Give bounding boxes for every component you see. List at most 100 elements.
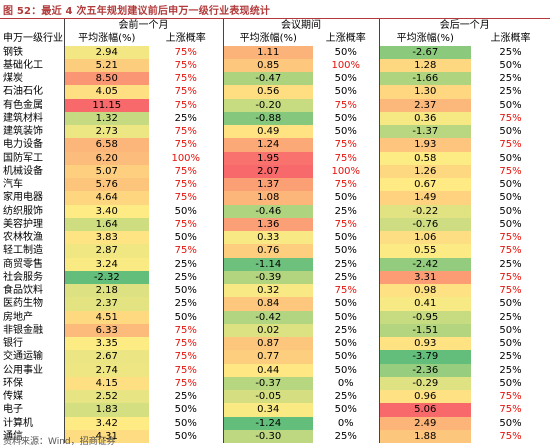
industry-name-cell: 医药生物 bbox=[3, 298, 43, 310]
column-header-row: 申万一级行业 平均涨幅(%) 上涨概率 平均涨幅(%) 上涨概率 平均涨幅(%)… bbox=[0, 32, 550, 46]
prob-during-cell: 25% bbox=[334, 258, 357, 270]
avg-before-cell: -2.32 bbox=[63, 270, 149, 284]
avg-before-cell: 2.73 bbox=[63, 125, 149, 139]
prob-after-cell: 75% bbox=[499, 112, 522, 124]
prob-during-cell: 75% bbox=[334, 179, 357, 191]
avg-during-cell: 0.77 bbox=[222, 350, 313, 364]
table-row: 社会服务 -2.32 25% -0.39 25% 3.31 75% bbox=[0, 270, 550, 284]
industry-name-cell: 电子 bbox=[3, 404, 23, 416]
prob-after-cell: 25% bbox=[499, 258, 522, 270]
industry-name-cell: 房地产 bbox=[3, 311, 33, 323]
avg-during-cell: 0.34 bbox=[222, 403, 313, 417]
table-row: 通信 4.31 50% -0.30 25% 1.88 75% bbox=[0, 429, 550, 443]
prob-before-cell: 75% bbox=[174, 46, 197, 58]
prob-during-cell: 50% bbox=[334, 311, 357, 323]
prob-before-cell: 100% bbox=[171, 152, 201, 164]
prob-during-cell: 50% bbox=[334, 351, 357, 363]
prob-during-cell: 75% bbox=[334, 99, 357, 111]
prob-during-cell: 50% bbox=[334, 73, 357, 85]
table-row: 环保 4.15 75% -0.37 0% -0.29 50% bbox=[0, 376, 550, 390]
avg-after-cell: 5.06 bbox=[378, 403, 471, 417]
avg-before-cell: 6.33 bbox=[63, 323, 149, 337]
industry-name-cell: 电力设备 bbox=[3, 139, 43, 151]
avg-during-cell: 0.84 bbox=[222, 297, 313, 311]
avg-during-cell: -0.42 bbox=[222, 310, 313, 324]
prob-during-cell: 50% bbox=[334, 112, 357, 124]
industry-name-cell: 纺织服饰 bbox=[3, 205, 43, 217]
industry-name-cell: 通信 bbox=[3, 430, 23, 442]
prob-before-cell: 75% bbox=[174, 73, 197, 85]
avg-before-cell: 5.21 bbox=[63, 58, 149, 72]
avg-before-cell: 3.42 bbox=[63, 416, 149, 430]
prob-before-cell: 75% bbox=[174, 86, 197, 98]
prob-before-cell: 75% bbox=[174, 364, 197, 376]
avg-during-cell: 0.32 bbox=[222, 284, 313, 298]
prob-before-cell: 75% bbox=[174, 377, 197, 389]
prob-during-cell: 100% bbox=[331, 59, 361, 71]
industry-performance-table: 会前一个月 会议期间 会后一个月 申万一级行业 平均涨幅(%) 上涨概率 平均涨… bbox=[0, 19, 550, 443]
industry-name-cell: 基础化工 bbox=[3, 59, 43, 71]
industry-name-cell: 银行 bbox=[3, 338, 23, 350]
prob-during-cell: 25% bbox=[334, 324, 357, 336]
period-header-during: 会议期间 bbox=[222, 19, 379, 33]
prob-after-cell: 50% bbox=[499, 179, 522, 191]
avg-before-cell: 3.35 bbox=[63, 337, 149, 351]
prob-after-cell: 75% bbox=[499, 430, 522, 442]
avg-during-cell: 0.85 bbox=[222, 58, 313, 72]
prob-before-cell: 50% bbox=[174, 417, 197, 429]
avg-during-cell: 0.33 bbox=[222, 231, 313, 245]
table-row: 纺织服饰 3.40 50% -0.46 25% -0.22 50% bbox=[0, 204, 550, 218]
prob-during-cell: 25% bbox=[334, 430, 357, 442]
industry-name-cell: 农林牧渔 bbox=[3, 232, 43, 244]
avg-during-cell: 0.02 bbox=[222, 323, 313, 337]
avg-during-cell: 1.11 bbox=[222, 45, 313, 59]
prob-before-cell: 75% bbox=[174, 324, 197, 336]
prob-before-cell: 25% bbox=[174, 112, 197, 124]
avg-after-cell: 0.93 bbox=[378, 337, 471, 351]
avg-during-cell: 1.24 bbox=[222, 138, 313, 152]
avg-during-cell: -0.20 bbox=[222, 98, 313, 112]
prob-after-cell: 75% bbox=[499, 232, 522, 244]
prob-before-cell: 25% bbox=[174, 258, 197, 270]
prob-before-cell: 25% bbox=[174, 298, 197, 310]
table-row: 商贸零售 3.24 25% -1.14 25% -2.42 25% bbox=[0, 257, 550, 271]
prob-after-cell: 25% bbox=[499, 46, 522, 58]
avg-during-cell: 1.37 bbox=[222, 178, 313, 192]
avg-after-cell: 1.30 bbox=[378, 85, 471, 99]
avg-during-cell: 1.08 bbox=[222, 191, 313, 205]
prob-during-cell: 50% bbox=[334, 126, 357, 138]
prob-before-cell: 50% bbox=[174, 232, 197, 244]
avg-before-cell: 3.24 bbox=[63, 257, 149, 271]
avg-after-cell: 2.49 bbox=[378, 416, 471, 430]
period-header-row: 会前一个月 会议期间 会后一个月 bbox=[0, 19, 550, 33]
avg-after-cell: 1.06 bbox=[378, 231, 471, 245]
avg-before-cell: 6.58 bbox=[63, 138, 149, 152]
table-row: 建筑材料 1.32 25% -0.88 50% 0.36 75% bbox=[0, 111, 550, 125]
avg-during-cell: 0.44 bbox=[222, 363, 313, 377]
industry-name-cell: 食品饮料 bbox=[3, 285, 43, 297]
industry-name-cell: 建筑装饰 bbox=[3, 126, 43, 138]
industry-column-header: 申万一级行业 bbox=[3, 33, 63, 45]
prob-during-cell: 50% bbox=[334, 46, 357, 58]
avg-after-cell: -1.37 bbox=[378, 125, 471, 139]
avg-after-cell: -0.22 bbox=[378, 204, 471, 218]
prob-during-cell: 100% bbox=[331, 165, 361, 177]
industry-name-cell: 汽车 bbox=[3, 179, 23, 191]
prob-before-cell: 75% bbox=[174, 99, 197, 111]
avg-before-cell: 6.20 bbox=[63, 151, 149, 165]
prob-after-cell: 25% bbox=[499, 86, 522, 98]
corner-cell bbox=[0, 19, 64, 32]
prob-during-cell: 50% bbox=[334, 338, 357, 350]
prob-before-cell: 75% bbox=[174, 179, 197, 191]
industry-name-cell: 钢铁 bbox=[3, 46, 23, 58]
table-row: 美容护理 1.64 75% 1.36 75% -0.76 50% bbox=[0, 217, 550, 231]
prob-column-header-after: 上涨概率 bbox=[490, 33, 531, 45]
industry-name-cell: 环保 bbox=[3, 377, 23, 389]
avg-during-cell: -0.39 bbox=[222, 270, 313, 284]
industry-name-cell: 家用电器 bbox=[3, 192, 43, 204]
industry-name-cell: 轻工制造 bbox=[3, 245, 43, 257]
prob-before-cell: 75% bbox=[174, 165, 197, 177]
prob-during-cell: 75% bbox=[334, 285, 357, 297]
figure-title-bar: 图 52：最近 4 次五年规划建议前后申万一级行业表现统计 bbox=[0, 0, 550, 19]
table-row: 基础化工 5.21 75% 0.85 100% 1.28 50% bbox=[0, 58, 550, 72]
